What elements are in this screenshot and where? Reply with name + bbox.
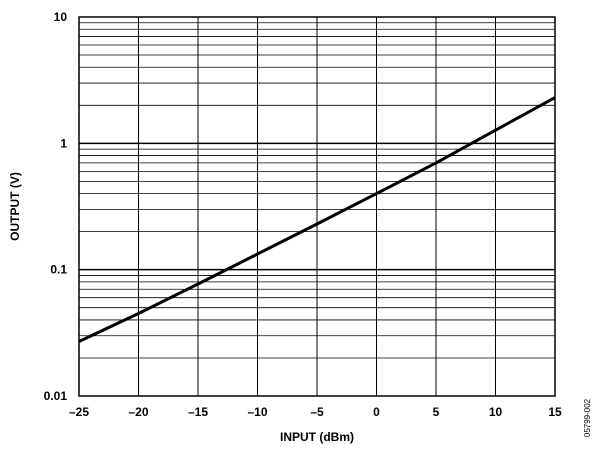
- y-tick-label: 1: [60, 136, 67, 150]
- y-tick-label: 10: [54, 10, 68, 24]
- y-tick-label: 0.1: [50, 263, 67, 277]
- y-tick-label: 0.01: [44, 389, 68, 403]
- x-tick-label: –10: [247, 405, 267, 419]
- x-tick-label: –15: [188, 405, 208, 419]
- x-tick-label: 5: [433, 405, 440, 419]
- x-tick-label: –25: [69, 405, 89, 419]
- x-tick-label: 0: [373, 405, 380, 419]
- series-line: [78, 96, 556, 343]
- x-tick-label: 15: [548, 405, 562, 419]
- x-tick-labels: –25 –20 –15 –10 –5 0 5 10 15: [69, 405, 562, 419]
- x-tick-label: –20: [128, 405, 148, 419]
- figure-note: 05799-002: [583, 398, 592, 437]
- grid: [79, 17, 555, 396]
- x-tick-label: –5: [310, 405, 324, 419]
- y-axis-label: OUTPUT (V): [8, 172, 22, 241]
- x-axis-label: INPUT (dBm): [280, 430, 354, 444]
- x-tick-label: 10: [489, 405, 503, 419]
- plot-frame: [78, 16, 556, 397]
- series-group: [78, 96, 556, 343]
- y-tick-labels: 0.01 0.1 1 10: [44, 10, 68, 403]
